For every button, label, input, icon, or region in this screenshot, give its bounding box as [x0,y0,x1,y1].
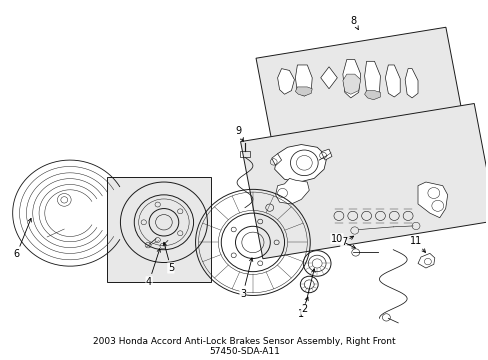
Text: 2003 Honda Accord Anti-Lock Brakes Sensor Assembly, Right Front
57450-SDA-A11: 2003 Honda Accord Anti-Lock Brakes Senso… [93,337,395,356]
Polygon shape [364,61,380,97]
Polygon shape [342,59,360,98]
Polygon shape [271,154,281,166]
Polygon shape [274,144,326,182]
Polygon shape [417,182,447,218]
Polygon shape [321,149,331,160]
Polygon shape [107,177,210,282]
Text: 5: 5 [163,242,174,273]
Polygon shape [277,69,294,94]
Text: 2: 2 [301,269,314,314]
Polygon shape [256,27,460,139]
Polygon shape [342,74,360,94]
Polygon shape [364,91,380,100]
Text: 1: 1 [298,297,307,319]
Bar [240,151,249,157]
Polygon shape [417,253,434,268]
Polygon shape [295,65,311,96]
Text: 11: 11 [409,237,425,252]
Text: 7: 7 [340,236,353,247]
Polygon shape [405,69,417,98]
Polygon shape [320,67,337,89]
Text: 4: 4 [146,249,160,287]
Polygon shape [275,178,308,204]
Text: 10: 10 [330,234,355,248]
Polygon shape [385,65,399,97]
Polygon shape [240,104,488,259]
Text: 9: 9 [235,126,243,141]
Text: 3: 3 [240,258,252,298]
Polygon shape [295,87,311,96]
Text: 8: 8 [350,16,358,30]
Text: 6: 6 [14,219,31,259]
